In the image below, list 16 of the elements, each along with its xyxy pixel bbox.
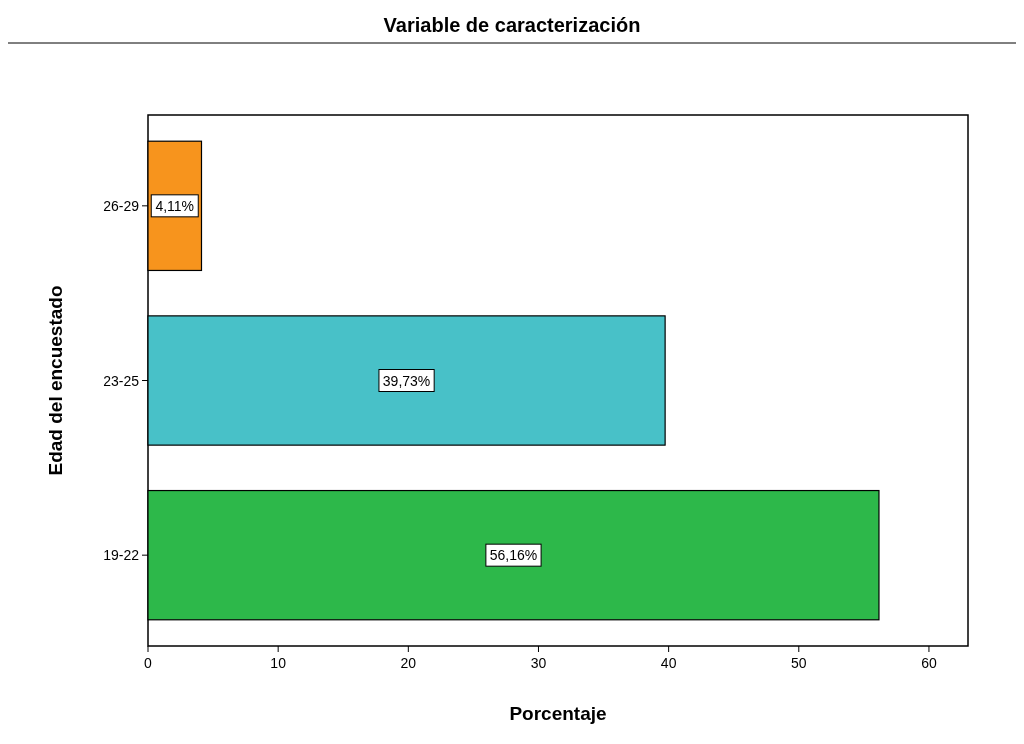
x-tick-label: 20 bbox=[400, 655, 417, 671]
y-tick-label: 23-25 bbox=[103, 372, 140, 389]
x-tick-label: 30 bbox=[530, 655, 547, 671]
data-label: 39,73% bbox=[382, 372, 431, 389]
x-axis-title: Porcentaje bbox=[509, 703, 607, 724]
x-tick-label: 40 bbox=[660, 655, 677, 671]
data-label: 56,16% bbox=[489, 547, 538, 564]
y-tick-label: 19-22 bbox=[103, 547, 140, 564]
y-axis-title: Edad del encuestado bbox=[45, 285, 66, 476]
x-tick-label: 10 bbox=[270, 655, 287, 671]
x-tick-label: 50 bbox=[791, 655, 807, 671]
data-label: 4,11% bbox=[155, 197, 195, 214]
x-tick-label: 60 bbox=[921, 655, 937, 671]
x-tick-label: 0 bbox=[144, 655, 153, 671]
y-tick-label: 26-29 bbox=[103, 197, 140, 214]
chart-title: Variable de caracterización bbox=[383, 14, 641, 36]
